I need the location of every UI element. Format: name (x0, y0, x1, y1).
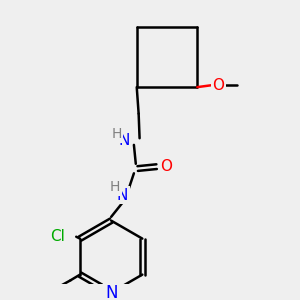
Text: N: N (117, 188, 128, 202)
Text: O: O (160, 159, 172, 174)
Text: N: N (119, 133, 130, 148)
Text: Cl: Cl (50, 229, 65, 244)
Text: N: N (105, 284, 117, 300)
Text: O: O (212, 78, 224, 93)
Text: H: H (110, 181, 120, 194)
Text: H: H (112, 128, 122, 142)
